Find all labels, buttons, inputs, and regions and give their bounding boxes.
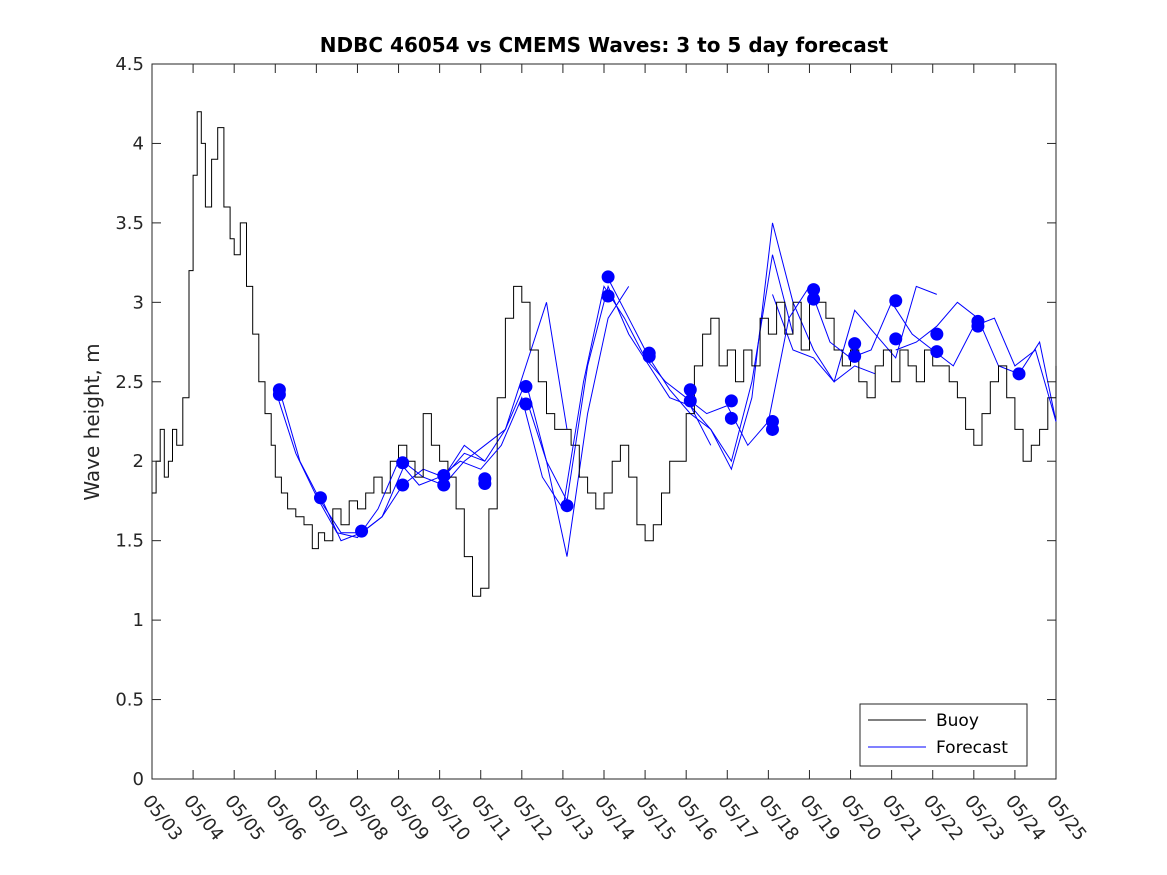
- forecast-marker: [313, 491, 327, 505]
- y-tick-label: 1.5: [115, 531, 144, 552]
- forecast-marker: [848, 349, 862, 363]
- y-tick-label: 3: [133, 292, 144, 313]
- y-tick-label: 1: [133, 610, 144, 631]
- y-tick-label: 4.5: [115, 54, 144, 75]
- forecast-marker: [930, 345, 944, 359]
- forecast-marker: [519, 397, 533, 411]
- forecast-marker: [601, 270, 615, 284]
- y-axis-label: Wave height, m: [80, 343, 104, 500]
- forecast-marker: [601, 289, 615, 303]
- y-axis-ticks: 0 0.5 1 1.5 2 2.5 3 3.5 4 4.5: [115, 54, 1056, 790]
- forecast-marker: [889, 332, 903, 346]
- forecast-run-line: [402, 302, 568, 486]
- y-tick-label: 0.5: [115, 690, 144, 711]
- forecast-marker: [642, 349, 656, 363]
- legend-forecast-label: Forecast: [936, 738, 1008, 758]
- forecast-marker: [889, 294, 903, 308]
- forecast-marker: [683, 394, 697, 408]
- y-tick-label: 4: [133, 133, 144, 154]
- forecast-marker: [355, 524, 369, 538]
- forecast-marker: [272, 387, 286, 401]
- forecast-marker: [478, 476, 492, 490]
- legend: Buoy Forecast: [859, 703, 1028, 767]
- forecast-marker: [560, 499, 574, 513]
- plot-area: [151, 63, 1057, 780]
- forecast-marker: [807, 292, 821, 306]
- forecast-marker: [396, 478, 410, 492]
- forecast-marker: [519, 380, 533, 394]
- forecast-marker: [930, 327, 944, 341]
- forecast-marker: [724, 394, 738, 408]
- y-tick-label: 2: [133, 451, 144, 472]
- forecast-marker: [683, 383, 697, 397]
- forecast-marker: [724, 411, 738, 425]
- forecast-marker: [971, 319, 985, 333]
- forecast-marker: [1012, 367, 1026, 381]
- y-tick-label: 0: [133, 769, 144, 790]
- forecast-series-line: [274, 285, 1057, 539]
- forecast-marker: [396, 456, 410, 470]
- forecast-marker: [765, 422, 779, 436]
- y-tick-label: 3.5: [115, 213, 144, 234]
- legend-buoy-label: Buoy: [936, 711, 979, 731]
- chart-title: NDBC 46054 vs CMEMS Waves: 3 to 5 day fo…: [320, 33, 889, 57]
- legend-box: [859, 703, 1028, 767]
- forecast-marker: [807, 283, 821, 297]
- forecast-marker: [437, 478, 451, 492]
- forecast-run-line: [443, 286, 630, 557]
- forecast-marker: [437, 469, 451, 483]
- forecast-run-line: [689, 222, 876, 471]
- forecast-run-line: [772, 285, 937, 383]
- buoy-series-line: [152, 111, 1057, 597]
- forecast-marker: [848, 337, 862, 351]
- y-tick-label: 2.5: [115, 372, 144, 393]
